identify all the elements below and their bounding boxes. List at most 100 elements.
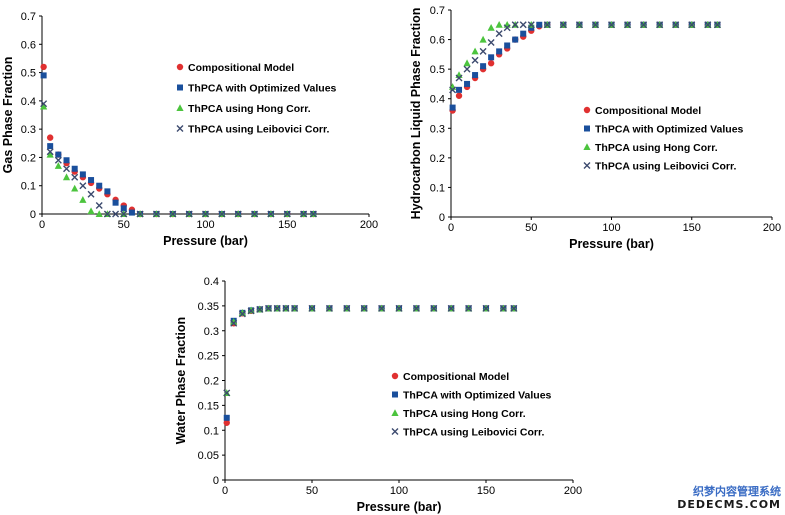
data-point (487, 39, 495, 47)
legend-label: ThPCA using Leibovici Corr. (403, 427, 544, 439)
y-tick-label: 0.1 (430, 182, 445, 194)
data-point (704, 21, 712, 29)
x-tick-label: 0 (448, 222, 454, 234)
data-point (223, 414, 230, 421)
data-point (479, 47, 487, 55)
legend-label: ThPCA using Leibovici Corr. (595, 161, 736, 173)
data-point (283, 210, 291, 218)
series-3 (40, 102, 318, 217)
x-axis-label: Pressure (bar) (569, 237, 654, 251)
data-point (247, 307, 255, 315)
data-point (487, 60, 495, 67)
data-point (54, 156, 62, 164)
legend-marker (583, 106, 591, 114)
data-point (713, 21, 721, 29)
data-point (104, 188, 111, 195)
legend-label: Compositional Model (403, 371, 509, 383)
data-point (482, 304, 490, 312)
y-tick-label: 0.4 (21, 96, 36, 108)
legend-marker (583, 162, 591, 169)
data-point (230, 319, 238, 327)
watermark: 织梦内容管理系统 DEDECMS.COM (677, 485, 781, 511)
data-point (223, 419, 230, 426)
data-point (503, 24, 511, 32)
data-point (46, 150, 54, 158)
x-tick-label: 50 (118, 219, 130, 231)
data-point (447, 304, 455, 312)
y-tick-label: 0.6 (21, 39, 36, 51)
data-point (480, 63, 487, 70)
data-point (87, 207, 95, 215)
data-point (79, 171, 86, 178)
data-point (46, 134, 54, 141)
data-point (412, 304, 420, 312)
data-point (559, 21, 567, 29)
data-point (487, 23, 495, 31)
legend-marker (391, 372, 399, 380)
data-point (47, 143, 54, 150)
data-point (495, 20, 503, 28)
data-point (536, 21, 543, 28)
legend-label: ThPCA using Hong Corr. (403, 408, 526, 420)
data-point (62, 173, 71, 181)
data-point (465, 304, 473, 312)
data-point (103, 210, 111, 218)
data-point (640, 21, 648, 29)
x-tick-label: 50 (525, 222, 537, 234)
y-tick-label: 0.3 (21, 124, 36, 136)
chart-2: 0 0.1 0.2 0.3 0.4 0.5 0.6 0.7 0 50 100 150 200 Pressu… (409, 5, 781, 251)
data-point (40, 63, 47, 71)
data-point (267, 210, 275, 218)
legend-marker (584, 125, 590, 132)
data-point (238, 309, 246, 316)
legend-marker (391, 428, 399, 435)
data-point (343, 304, 351, 312)
y-tick-label: 0 (439, 212, 445, 224)
x-axis-label: Pressure (bar) (163, 234, 248, 248)
data-point (325, 304, 333, 312)
series-4 (40, 100, 317, 218)
x-tick-label: 100 (602, 222, 620, 234)
y-tick-label: 0.6 (430, 35, 445, 47)
data-point (463, 65, 471, 73)
data-point (71, 173, 79, 181)
x-tick-label: 200 (360, 219, 378, 231)
y-tick-label: 0.05 (198, 450, 219, 462)
data-point (471, 47, 479, 55)
data-point (455, 92, 463, 99)
data-point (218, 210, 226, 218)
data-point (169, 210, 177, 218)
data-point (510, 304, 518, 312)
data-point (120, 210, 128, 218)
legend-marker (176, 104, 184, 111)
data-point (128, 209, 135, 216)
data-point (79, 196, 87, 203)
legend: Compositional Model ThPCA with Optimized … (176, 62, 337, 136)
data-point (234, 210, 242, 218)
x-axis-label: Pressure (bar) (357, 500, 442, 514)
data-point (456, 86, 463, 93)
data-point (238, 310, 246, 318)
data-point (136, 210, 144, 218)
x-tick-label: 200 (564, 485, 582, 497)
data-point (40, 72, 47, 79)
y-tick-label: 0.25 (198, 351, 219, 363)
data-point (608, 21, 615, 29)
legend-label: ThPCA using Hong Corr. (595, 142, 718, 154)
x-tick-label: 0 (39, 219, 45, 231)
legend-label: ThPCA with Optimized Values (403, 390, 552, 402)
x-tick-label: 150 (477, 485, 495, 497)
data-point (449, 86, 457, 94)
y-tick-label: 0.2 (430, 153, 445, 165)
data-point (223, 389, 231, 397)
data-point (95, 210, 103, 217)
data-point (527, 21, 535, 29)
legend-label: ThPCA with Optimized Values (595, 124, 744, 136)
x-tick-label: 150 (278, 219, 296, 231)
data-point (672, 21, 680, 29)
data-point (120, 205, 127, 212)
data-point (449, 104, 456, 111)
legend: Compositional Model ThPCA with Optimized … (391, 371, 552, 439)
data-point (55, 151, 62, 158)
data-point (185, 210, 193, 218)
